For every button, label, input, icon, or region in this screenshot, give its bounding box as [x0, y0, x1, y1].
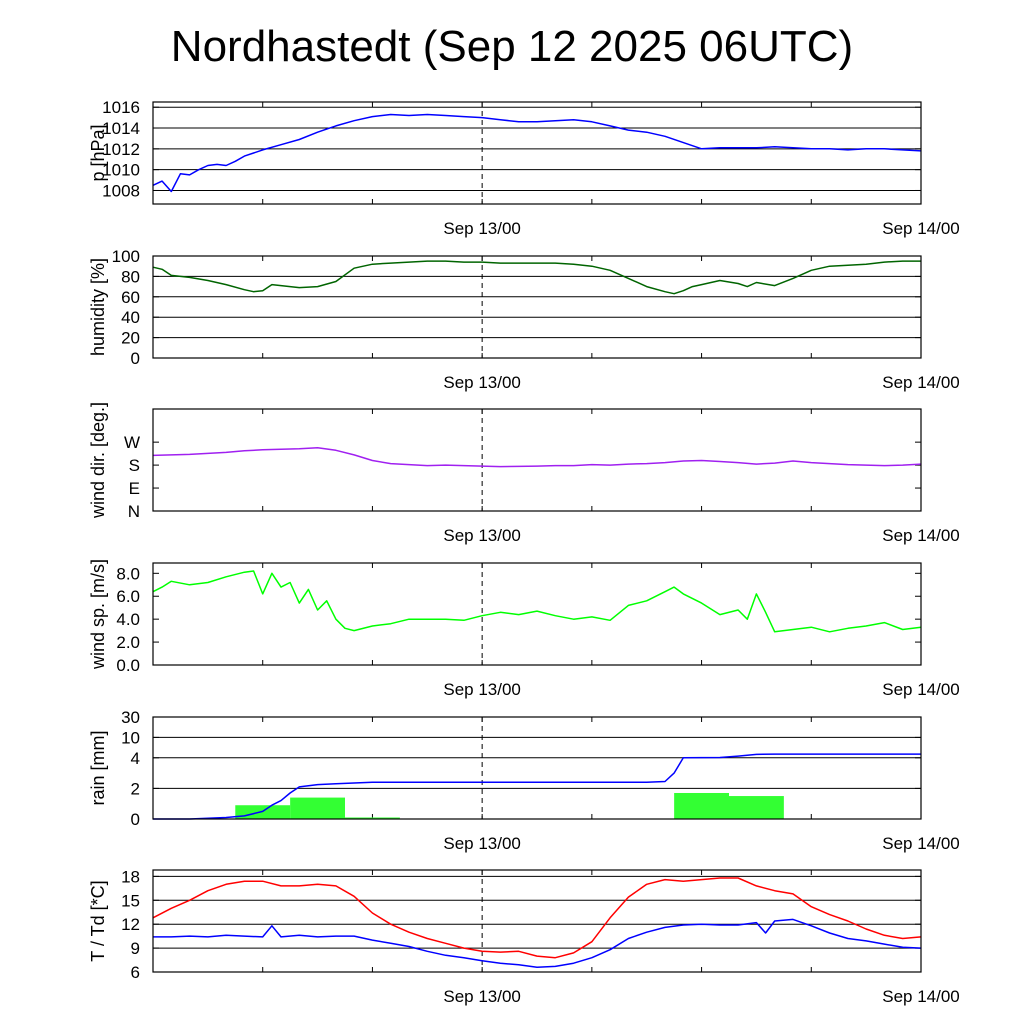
y-tick-label: 20 — [121, 329, 140, 348]
x-tick-label: Sep 14/00 — [882, 219, 960, 238]
y-tick-label: 1012 — [102, 140, 140, 159]
x-tick-label: Sep 14/00 — [882, 834, 960, 853]
y-tick-label: E — [129, 479, 140, 498]
x-tick-label: Sep 13/00 — [443, 987, 521, 1006]
x-tick-label: Sep 13/00 — [443, 834, 521, 853]
y-axis-label: wind dir. [deg.] — [88, 402, 108, 519]
series-line-1 — [152, 447, 922, 468]
x-tick-label: Sep 14/00 — [882, 987, 960, 1006]
series-line-1 — [152, 877, 922, 959]
y-tick-label: 1010 — [102, 161, 140, 180]
y-tick-label: 8.0 — [116, 564, 140, 583]
y-axis-label: rain [mm] — [88, 730, 108, 805]
x-tick-label: Sep 13/00 — [443, 680, 521, 699]
y-tick-label: 12 — [121, 915, 140, 934]
y-tick-label: 15 — [121, 891, 140, 910]
y-tick-label: 1016 — [102, 98, 140, 117]
y-tick-label: 6 — [131, 963, 140, 982]
series-line-2 — [153, 918, 922, 968]
y-tick-label: 0 — [131, 349, 140, 368]
x-tick-label: Sep 13/00 — [443, 219, 521, 238]
rain-bar — [345, 817, 400, 819]
plot-frame — [152, 562, 922, 666]
plot-frame — [152, 408, 922, 512]
plot-frame — [152, 101, 922, 205]
plot-frame — [152, 869, 922, 973]
y-axis-label: humidity [%] — [88, 258, 108, 356]
y-axis-label: p [hPa] — [88, 124, 108, 181]
rain-bar — [674, 792, 729, 819]
plot-frame — [152, 255, 922, 359]
x-tick-label: Sep 13/00 — [443, 373, 521, 392]
y-tick-label: 100 — [112, 247, 140, 266]
rain-bar — [290, 797, 345, 819]
rain-bar — [729, 796, 784, 819]
y-tick-label: 6.0 — [116, 587, 140, 606]
y-tick-label: N — [128, 502, 140, 521]
y-tick-label: 60 — [121, 288, 140, 307]
y-tick-label: 40 — [121, 308, 140, 327]
y-tick-label: 9 — [131, 939, 140, 958]
y-tick-label: 4.0 — [116, 610, 140, 629]
y-tick-label: 18 — [121, 867, 140, 886]
y-axis-label: T / Td [*C] — [88, 880, 108, 961]
plot-frame — [152, 716, 922, 820]
panel-4: 0.0 2.0 4.0 6.0 8.0 wind sp. [m/s] Sep 13/00 Se… — [88, 559, 960, 699]
y-tick-label: 2.0 — [116, 633, 140, 652]
x-tick-label: Sep 13/00 — [443, 526, 521, 545]
x-tick-label: Sep 14/00 — [882, 526, 960, 545]
x-tick-label: Sep 14/00 — [882, 373, 960, 392]
y-tick-label: S — [129, 456, 140, 475]
y-tick-label: 30 — [121, 708, 140, 727]
series-line-2 — [153, 753, 921, 820]
y-tick-label: W — [124, 433, 140, 452]
chart-title: Nordhastedt (Sep 12 2025 06UTC) — [170, 22, 854, 71]
series-line-1 — [152, 260, 921, 295]
y-tick-label: 1014 — [102, 119, 140, 138]
series-line-1 — [152, 570, 922, 633]
y-tick-label: 0.0 — [116, 656, 140, 675]
y-tick-label: 4 — [131, 749, 140, 768]
panel-6: 6 9 12 15 18 T / Td [*C] Sep 13/00 Sep 14/00 — [88, 867, 960, 1006]
series-line-1 — [152, 113, 922, 193]
y-axis-label: wind sp. [m/s] — [88, 559, 108, 670]
x-tick-label: Sep 14/00 — [882, 680, 960, 699]
y-tick-label: 0 — [131, 810, 140, 829]
y-tick-label: 2 — [131, 779, 140, 798]
y-tick-label: 10 — [121, 728, 140, 747]
y-tick-label: 80 — [121, 267, 140, 286]
y-tick-label: 1008 — [102, 181, 140, 200]
